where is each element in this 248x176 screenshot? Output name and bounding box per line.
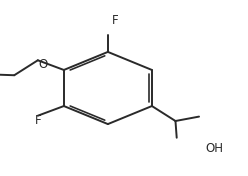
Text: F: F [112,14,119,27]
Text: O: O [39,58,48,71]
Text: OH: OH [206,142,223,155]
Text: F: F [35,114,42,127]
